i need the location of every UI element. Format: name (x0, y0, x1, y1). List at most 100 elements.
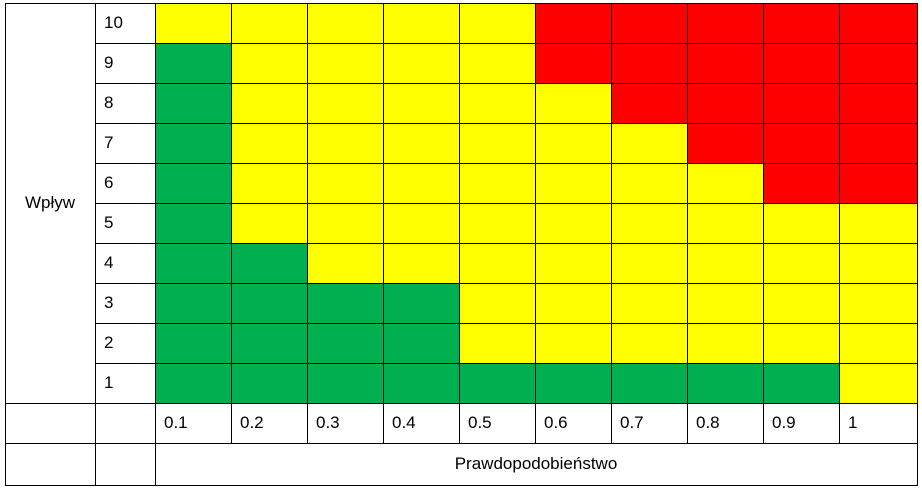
matrix-cell (687, 83, 763, 123)
matrix-cell (839, 203, 917, 243)
matrix-cell (687, 323, 763, 363)
grid-line (95, 123, 917, 124)
matrix-cell (155, 203, 231, 243)
matrix-cell (687, 123, 763, 163)
grid-line (5, 3, 6, 486)
matrix-cell (535, 83, 611, 123)
matrix-cell (535, 323, 611, 363)
matrix-cell (839, 123, 917, 163)
matrix-cell (763, 243, 839, 283)
matrix-cell (535, 3, 611, 43)
matrix-cell (839, 283, 917, 323)
y-tick-label: 7 (104, 133, 114, 152)
matrix-cell (383, 3, 459, 43)
matrix-cell (383, 363, 459, 403)
matrix-cell (763, 43, 839, 83)
matrix-cell (155, 243, 231, 283)
matrix-cell (307, 163, 383, 203)
matrix-cell (383, 83, 459, 123)
matrix-cell (231, 83, 307, 123)
matrix-cell (383, 243, 459, 283)
y-tick-label: 10 (104, 13, 123, 32)
grid-line (95, 3, 96, 485)
matrix-cell (763, 283, 839, 323)
matrix-cell (611, 363, 687, 403)
matrix-cell (535, 203, 611, 243)
matrix-cell (155, 3, 231, 43)
grid-line (459, 3, 460, 443)
matrix-cell (307, 83, 383, 123)
grid-line (687, 3, 688, 443)
grid-line (535, 3, 536, 443)
matrix-cell (459, 243, 535, 283)
matrix-cell (459, 3, 535, 43)
x-tick-label: 0.8 (696, 413, 720, 432)
y-tick-label: 6 (104, 173, 114, 192)
matrix-cell (155, 163, 231, 203)
x-axis-label: Prawdopodobieństwo (454, 453, 618, 473)
matrix-cell (535, 283, 611, 323)
x-tick-label: 0.4 (392, 413, 416, 432)
matrix-cell (687, 43, 763, 83)
matrix-cell (535, 163, 611, 203)
y-tick-label: 1 (104, 373, 114, 392)
matrix-cell (839, 83, 917, 123)
matrix-cell (611, 163, 687, 203)
matrix-cell (687, 363, 763, 403)
y-tick-label: 9 (104, 53, 114, 72)
matrix-cell (459, 363, 535, 403)
matrix-cell (839, 363, 917, 403)
matrix-cell (687, 243, 763, 283)
y-tick-label: 3 (104, 293, 114, 312)
grid-line (5, 3, 918, 4)
grid-line (383, 3, 384, 443)
matrix-cell (687, 3, 763, 43)
matrix-cell (839, 323, 917, 363)
grid-line (95, 323, 917, 324)
matrix-cell (687, 203, 763, 243)
matrix-cell (307, 43, 383, 83)
matrix-cell (231, 43, 307, 83)
matrix-cell (611, 3, 687, 43)
matrix-cell (763, 363, 839, 403)
matrix-cell (611, 43, 687, 83)
matrix-cell (231, 363, 307, 403)
x-tick-label: 0.7 (620, 413, 644, 432)
matrix-cell (383, 123, 459, 163)
grid-line (307, 3, 308, 443)
grid-line (763, 3, 764, 443)
x-tick-label: 0.6 (544, 413, 568, 432)
matrix-cell (763, 163, 839, 203)
x-tick-label: 0.5 (468, 413, 492, 432)
matrix-cell (459, 163, 535, 203)
x-tick-label: 1 (848, 413, 858, 432)
x-tick-label: 0.1 (164, 413, 188, 432)
matrix-cell (383, 43, 459, 83)
grid-line (95, 363, 917, 364)
matrix-cell (231, 243, 307, 283)
matrix-cell (687, 283, 763, 323)
x-tick-label: 0.9 (772, 413, 796, 432)
grid-line (95, 243, 917, 244)
grid-line (95, 43, 917, 44)
matrix-cell (231, 3, 307, 43)
matrix-cell (611, 83, 687, 123)
matrix-cell (307, 3, 383, 43)
matrix-cell (459, 203, 535, 243)
matrix-cell (231, 163, 307, 203)
matrix-cell (839, 43, 917, 83)
matrix-cell (383, 203, 459, 243)
matrix-cell (231, 283, 307, 323)
matrix-cell (231, 203, 307, 243)
matrix-cell (535, 123, 611, 163)
matrix-cell (307, 323, 383, 363)
matrix-cell (307, 363, 383, 403)
grid-line (5, 443, 917, 444)
y-tick-label: 5 (104, 213, 114, 232)
matrix-cell (155, 123, 231, 163)
matrix-cell (763, 123, 839, 163)
x-tick-label: 0.3 (316, 413, 340, 432)
grid-line (95, 203, 917, 204)
grid-line (95, 283, 917, 284)
y-axis-label: Wpływ (24, 193, 76, 212)
